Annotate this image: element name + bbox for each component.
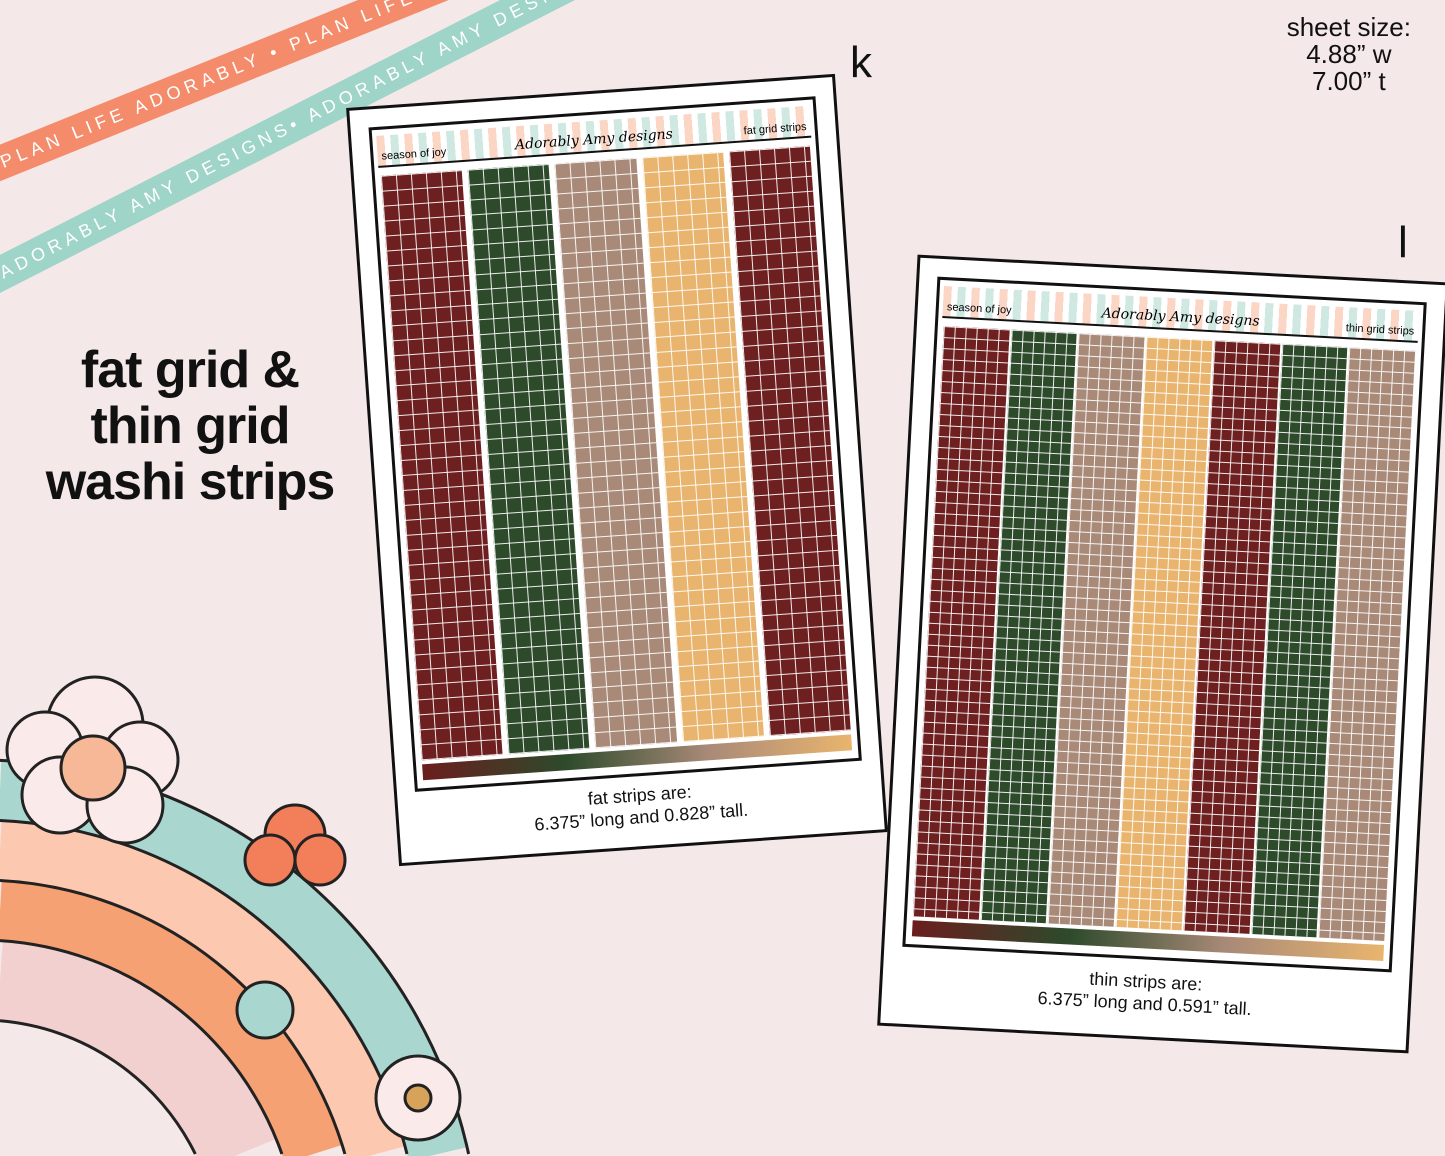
sheet-theme-label: season of joy: [946, 301, 1012, 317]
rainbow-band-peach: [0, 820, 406, 1156]
sheet-theme-label: season of joy: [381, 146, 447, 163]
rainbow-outline: [0, 879, 347, 1155]
flower-icon: [374, 1054, 462, 1142]
sheet-size: sheet size: 4.88” w 7.00” t: [1287, 14, 1411, 95]
title-line: fat grid &: [80, 341, 300, 399]
rainbow-band-pink: [0, 940, 277, 1156]
rainbow-illustration: [0, 675, 471, 1156]
sheet-letter-l: l: [1398, 218, 1408, 267]
sheet-k-fat-grid: season of joy Adorably Amy designs fat g…: [346, 73, 888, 867]
rainbow-band-orange: [0, 880, 343, 1156]
sheet-l-thin-grid: season of joy Adorably Amy designs thin …: [877, 254, 1445, 1054]
product-title: fat grid & thin grid washi strips: [30, 342, 350, 510]
sheet-letter-k: k: [850, 38, 872, 87]
flower-icon: [243, 803, 347, 887]
rainbow-outline: [0, 1019, 197, 1155]
brand-logo: Adorably Amy designs: [1101, 305, 1261, 330]
sheet-type-label: thin grid strips: [1345, 322, 1415, 338]
rainbow-outline: [0, 819, 409, 1155]
flower-icon: [235, 980, 295, 1040]
sheet-width: 4.88” w: [1306, 39, 1392, 69]
sheet-size-label: sheet size:: [1286, 12, 1411, 42]
sheet-height: 7.00” t: [1311, 66, 1386, 96]
rainbow-outline: [0, 939, 284, 1155]
sheet-type-label: fat grid strips: [743, 120, 807, 138]
smiley-flower-icon: [5, 675, 180, 845]
title-line: thin grid: [90, 397, 291, 455]
title-line: washi strips: [45, 453, 336, 511]
